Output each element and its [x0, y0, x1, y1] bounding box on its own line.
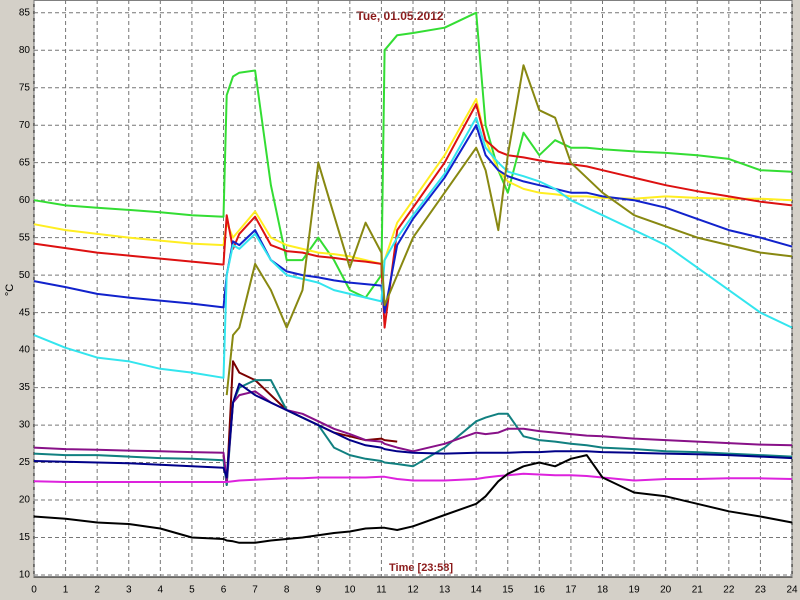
- series-line: [225, 64, 793, 396]
- x-tick-label: 18: [597, 585, 609, 596]
- chart-title: Tue, 01.05.2012: [356, 9, 443, 23]
- y-tick-label: 50: [19, 270, 31, 281]
- x-tick-label: 21: [692, 585, 704, 596]
- y-tick-label: 30: [19, 420, 31, 431]
- x-tick-label: 13: [439, 585, 451, 596]
- x-tick-label: 7: [252, 585, 258, 596]
- y-tick-label: 75: [19, 82, 31, 93]
- y-tick-label: 60: [19, 195, 31, 206]
- y-tick-label: 45: [19, 307, 31, 318]
- y-axis-label: °C: [4, 284, 16, 296]
- x-tick-label: 3: [126, 585, 132, 596]
- x-tick-label: 15: [502, 585, 514, 596]
- series-line: [33, 454, 793, 544]
- series-line: [33, 103, 793, 329]
- series-line: [33, 390, 793, 483]
- y-tick-label: 65: [19, 157, 31, 168]
- series-line: [33, 11, 793, 299]
- y-tick-label: 35: [19, 382, 31, 393]
- series-line: [33, 116, 793, 379]
- y-tick-label: 40: [19, 345, 31, 356]
- y-tick-label: 70: [19, 120, 31, 131]
- x-tick-label: 0: [31, 585, 37, 596]
- x-tick-label: 9: [315, 585, 321, 596]
- x-tick-label: 22: [723, 585, 735, 596]
- x-tick-label: 23: [755, 585, 767, 596]
- x-tick-label: 1: [63, 585, 69, 596]
- x-tick-label: 16: [534, 585, 546, 596]
- y-tick-label: 80: [19, 45, 31, 56]
- x-tick-label: 20: [660, 585, 672, 596]
- x-tick-label: 24: [786, 585, 798, 596]
- x-tick-label: 17: [565, 585, 577, 596]
- y-tick-label: 55: [19, 232, 31, 243]
- x-tick-label: 6: [221, 585, 227, 596]
- x-tick-label: 14: [471, 585, 483, 596]
- y-tick-label: 10: [19, 570, 31, 581]
- y-tick-label: 15: [19, 532, 31, 543]
- x-tick-label: 4: [158, 585, 164, 596]
- x-tick-label: 8: [284, 585, 290, 596]
- x-tick-label: 10: [344, 585, 356, 596]
- x-tick-label: 19: [629, 585, 641, 596]
- series-line: [33, 382, 793, 479]
- x-tick-label: 12: [407, 585, 419, 596]
- y-tick-label: 85: [19, 7, 31, 18]
- series-line: [33, 472, 793, 483]
- y-tick-label: 25: [19, 457, 31, 468]
- x-tick-label: 11: [376, 585, 387, 596]
- series-line: [33, 124, 793, 314]
- x-tick-label: 5: [189, 585, 195, 596]
- x-axis-label: Time [23:58]: [389, 562, 453, 574]
- y-tick-label: 20: [19, 495, 31, 506]
- x-tick-label: 2: [94, 585, 100, 596]
